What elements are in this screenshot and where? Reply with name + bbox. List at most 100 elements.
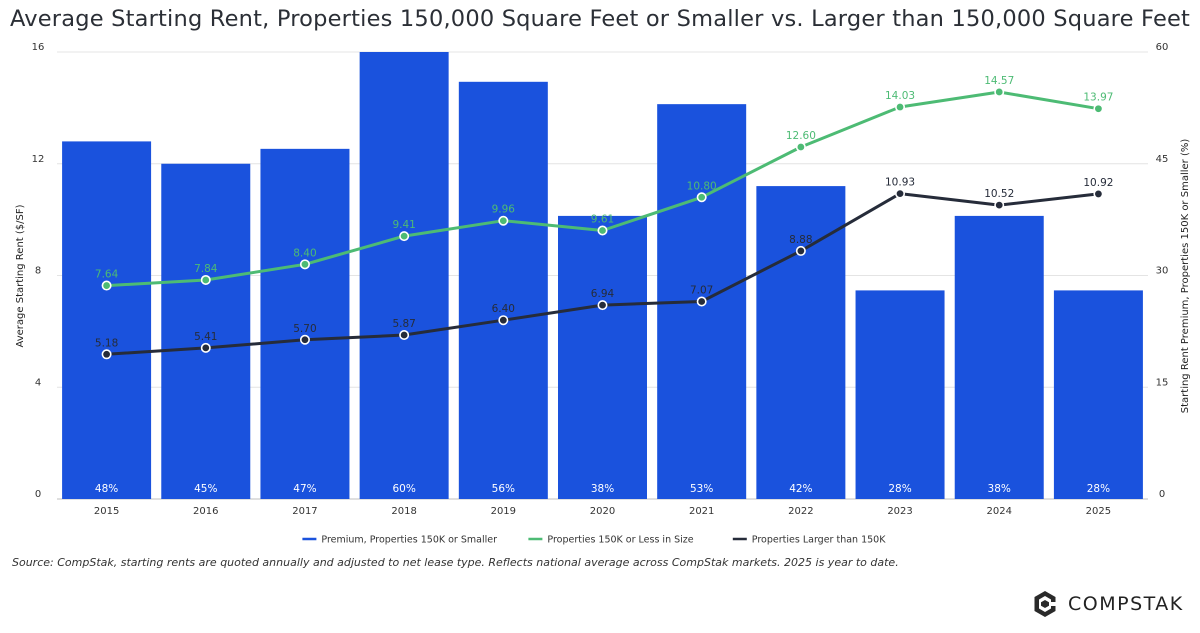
bar-2019 <box>458 81 548 500</box>
x-tick-label: 2018 <box>391 506 416 517</box>
point-large-2020 <box>597 300 608 311</box>
bar-2025 <box>1053 290 1143 499</box>
left-tick-label: 0 <box>35 489 41 500</box>
bar-label-2015: 48% <box>95 483 118 495</box>
bar-labels: 48% 45% 47% 60% 56% 38% 53% 42% 28% 38% 28% <box>95 483 1110 495</box>
point-large-2015 <box>101 349 112 360</box>
bar-label-2023: 28% <box>888 483 911 495</box>
bar-label-2016: 45% <box>194 483 217 495</box>
bar-series <box>62 52 1143 500</box>
point-small-2015 <box>101 280 112 291</box>
right-tick-label: 15 <box>1156 377 1169 388</box>
x-tick-label: 2023 <box>887 506 912 517</box>
bar-label-2020: 38% <box>591 483 614 495</box>
source-note: Source: CompStak, starting rents are quo… <box>12 556 899 569</box>
axes: 0 4 8 12 16 0 15 30 45 60 2015 2016 2017 2018 2019 2020… <box>15 42 1191 517</box>
bar-2017 <box>260 148 350 499</box>
point-large-2016 <box>200 342 211 353</box>
brand-logo: COMPSTAK <box>1032 589 1184 619</box>
point-label-small-2023: 14.03 <box>885 90 915 102</box>
point-label-large-2023: 10.93 <box>885 177 915 189</box>
point-label-large-2025: 10.92 <box>1083 177 1113 189</box>
bar-label-2021: 53% <box>690 483 713 495</box>
point-small-2020 <box>597 225 608 236</box>
right-tick-label: 30 <box>1156 266 1169 277</box>
point-large-2024 <box>994 200 1005 211</box>
bar-2022 <box>756 186 846 499</box>
right-tick-label: 0 <box>1159 489 1165 500</box>
point-large-2017 <box>299 334 310 345</box>
x-tick-label: 2021 <box>689 506 714 517</box>
legend: Premium, Properties 150K or Smaller Prope… <box>302 535 886 546</box>
bar-2016 <box>161 163 251 499</box>
point-label-small-2025: 13.97 <box>1083 92 1113 104</box>
point-large-2025 <box>1093 188 1104 199</box>
point-large-2018 <box>399 330 410 341</box>
point-label-large-2022: 8.88 <box>789 234 812 246</box>
chart-title: Average Starting Rent, Properties 150,00… <box>9 6 1191 32</box>
x-tick-label: 2022 <box>788 506 813 517</box>
point-label-small-2020: 9.61 <box>591 214 614 226</box>
line-series: 7.64 7.84 8.40 9.41 9.96 9.61 10.80 12.60 14.03 1… <box>95 75 1113 360</box>
bar-2024 <box>954 215 1044 499</box>
point-label-small-2017: 8.40 <box>293 247 316 259</box>
bar-2020 <box>558 215 647 499</box>
left-tick-label: 16 <box>32 42 45 53</box>
legend-item-2: Properties 150K or Less in Size <box>547 535 693 546</box>
right-axis-title: Starting Rent Premium, Properties 150K o… <box>1180 139 1191 414</box>
point-label-small-2022: 12.60 <box>786 130 816 142</box>
point-label-large-2021: 7.07 <box>690 284 713 296</box>
point-label-small-2021: 10.80 <box>687 180 717 192</box>
bar-label-2024: 38% <box>988 483 1011 495</box>
bar-label-2018: 60% <box>392 483 415 495</box>
point-label-small-2019: 9.96 <box>492 204 516 216</box>
x-tick-label: 2025 <box>1086 506 1111 517</box>
left-tick-label: 8 <box>35 266 41 277</box>
left-tick-label: 4 <box>35 377 41 388</box>
bar-label-2025: 28% <box>1087 483 1110 495</box>
point-small-2022 <box>795 141 806 152</box>
point-small-2024 <box>994 86 1005 97</box>
point-label-large-2015: 5.18 <box>95 337 118 349</box>
point-small-2021 <box>696 192 707 203</box>
x-tick-label: 2020 <box>590 506 615 517</box>
right-tick-label: 45 <box>1156 154 1169 165</box>
bar-label-2022: 42% <box>789 483 812 495</box>
point-small-2025 <box>1093 103 1104 114</box>
x-tick-label: 2017 <box>292 506 317 517</box>
point-label-small-2016: 7.84 <box>194 263 218 275</box>
point-large-2019 <box>498 315 509 326</box>
x-tick-label: 2024 <box>987 506 1012 517</box>
left-tick-label: 12 <box>32 154 45 165</box>
point-label-large-2017: 5.70 <box>293 323 316 335</box>
legend-item-1: Premium, Properties 150K or Smaller <box>321 535 497 546</box>
right-tick-label: 60 <box>1156 42 1169 53</box>
point-small-2023 <box>895 102 906 113</box>
point-label-large-2020: 6.94 <box>591 288 615 300</box>
point-label-large-2024: 10.52 <box>984 188 1014 200</box>
point-label-small-2015: 7.64 <box>95 269 119 281</box>
compstak-logo-icon <box>1034 591 1056 617</box>
bar-2015 <box>62 141 152 499</box>
point-small-2019 <box>498 215 509 226</box>
brand-name: COMPSTAK <box>1068 593 1184 615</box>
point-label-large-2016: 5.41 <box>194 331 217 343</box>
point-small-2018 <box>399 231 410 242</box>
x-tick-label: 2015 <box>94 506 119 517</box>
bar-label-2017: 47% <box>293 483 316 495</box>
point-large-2021 <box>696 296 707 307</box>
x-tick-label: 2019 <box>491 506 516 517</box>
left-axis-title: Average Starting Rent ($/SF) <box>15 204 26 347</box>
bar-2023 <box>855 290 945 499</box>
point-small-2016 <box>200 274 211 285</box>
x-tick-label: 2016 <box>193 506 218 517</box>
bar-label-2019: 56% <box>492 483 515 495</box>
point-label-small-2018: 9.41 <box>392 219 415 231</box>
point-small-2017 <box>299 259 310 270</box>
point-large-2022 <box>795 245 806 256</box>
bar-2018 <box>359 52 449 499</box>
point-label-large-2018: 5.87 <box>392 318 415 330</box>
point-large-2023 <box>895 188 906 199</box>
legend-item-3: Properties Larger than 150K <box>752 535 886 546</box>
